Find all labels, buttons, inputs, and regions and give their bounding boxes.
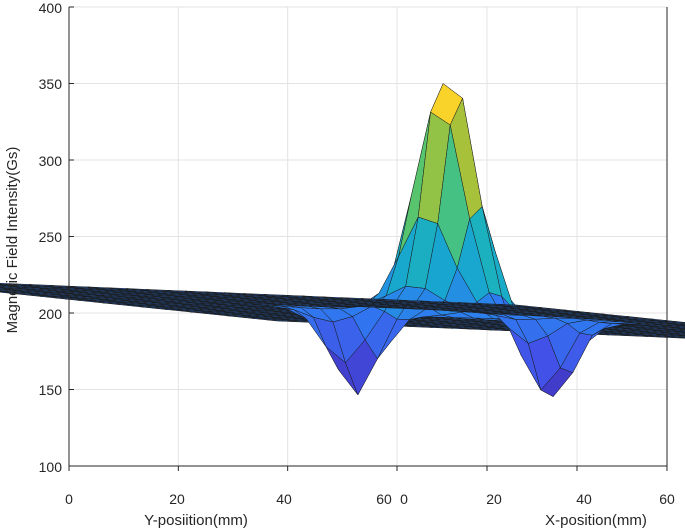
z-tick-label: 350 <box>39 76 63 92</box>
surface-plot <box>0 83 685 397</box>
x-axis-ticks: 0 20 40 60 <box>400 491 675 507</box>
z-tick-label: 200 <box>39 306 63 322</box>
z-axis-label: Magnetic Field Intensity(Gs) <box>4 147 21 334</box>
y-tick-label: 20 <box>169 491 185 507</box>
surface-patch <box>497 303 530 307</box>
z-tick-label: 100 <box>39 459 63 475</box>
z-tick-label: 400 <box>39 0 63 16</box>
z-tick-label: 300 <box>39 153 63 169</box>
z-axis-ticks: 100 150 200 250 300 350 400 <box>39 0 63 475</box>
z-tick-label: 250 <box>39 229 63 245</box>
surface-patch <box>672 330 685 333</box>
y-tick-label: 0 <box>65 491 73 507</box>
x-axis-label: X-position(mm) <box>545 512 647 529</box>
x-tick-label: 0 <box>400 491 408 507</box>
y-tick-label: 40 <box>276 491 292 507</box>
z-tick-label: 150 <box>39 382 63 398</box>
x-tick-label: 60 <box>659 491 675 507</box>
grid <box>68 6 668 467</box>
y-axis-ticks: 0 20 40 60 <box>65 491 392 507</box>
x-tick-label: 40 <box>576 491 592 507</box>
y-axis-label: Y-posiition(mm) <box>144 512 248 529</box>
axes <box>68 6 668 471</box>
x-tick-label: 20 <box>486 491 502 507</box>
y-tick-label: 60 <box>376 491 392 507</box>
